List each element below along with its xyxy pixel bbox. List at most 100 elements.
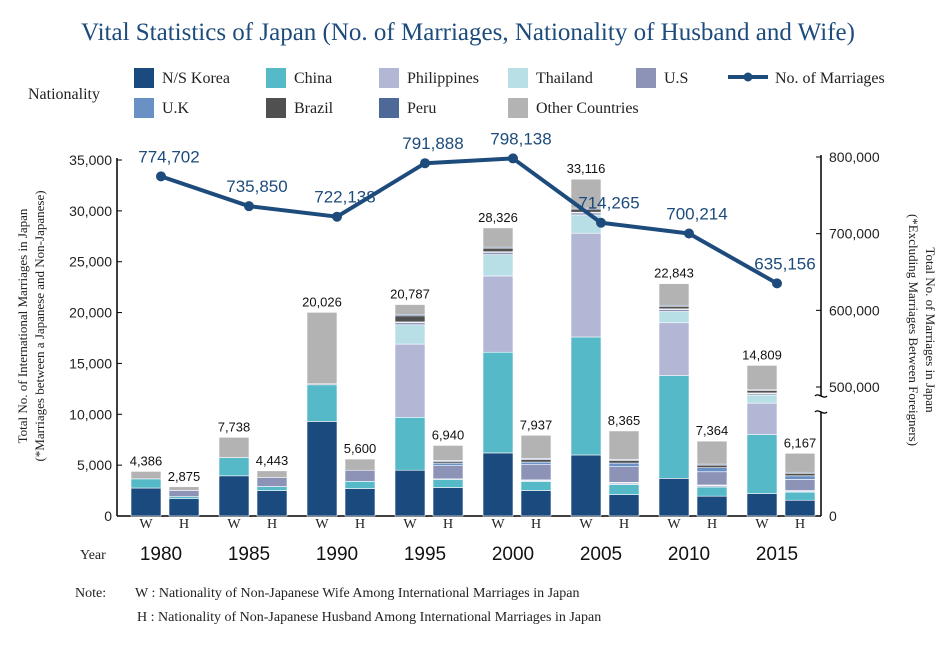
bar-w-1985-other	[218, 436, 250, 458]
legend-swatch-korea	[134, 68, 154, 88]
right-tick-label: 800,000	[829, 149, 880, 165]
right-tick-label: 500,000	[829, 379, 880, 395]
bar-w-2000-other	[482, 227, 514, 248]
bar-h-2010-brazil	[696, 464, 728, 468]
bar-h-1995-korea	[432, 487, 464, 517]
legend-label-philippines: Philippines	[407, 70, 479, 87]
group-label-h: H	[267, 517, 277, 532]
year-label: 2015	[756, 544, 798, 565]
bar-h-2005-korea	[608, 494, 640, 517]
group-label-w: W	[227, 517, 241, 532]
group-label-h: H	[707, 517, 717, 532]
group-label-h: H	[179, 517, 189, 532]
bar-w-1995-thailand	[394, 324, 426, 345]
bar-w-2015-philippines	[746, 402, 778, 435]
marriages-label: 735,850	[226, 177, 287, 196]
bar-w-1980-korea	[130, 487, 162, 517]
bar-w-1995-china	[394, 417, 426, 471]
group-label-w: W	[667, 517, 681, 532]
legend-swatch-china	[266, 68, 286, 88]
chart-title: Vital Statistics of Japan (No. of Marria…	[81, 19, 855, 46]
bar-h-2000-korea	[520, 490, 552, 517]
year-label: 2010	[668, 544, 710, 565]
bar-h-1980-us	[168, 490, 200, 497]
bar-w-1985-korea	[218, 475, 250, 517]
marriages-label: 722,138	[314, 188, 375, 207]
legend-swatch-philippines	[379, 68, 399, 88]
bar-h-1990-other	[344, 458, 376, 471]
bar-h-2010-other	[696, 440, 728, 465]
bar-total-label: 7,937	[520, 417, 553, 432]
bar-w-2010-other	[658, 283, 690, 306]
bar-w-2000-thailand	[482, 254, 514, 277]
bar-h-1985-korea	[256, 490, 288, 517]
bar-w-1995-us	[394, 322, 426, 326]
group-label-w: W	[315, 517, 329, 532]
bar-h-1980-china	[168, 496, 200, 500]
bar-h-2005-uk	[608, 462, 640, 467]
left-tick-label: 35,000	[69, 152, 112, 168]
bar-h-2010-uk	[696, 467, 728, 473]
marriages-label: 774,702	[138, 147, 199, 166]
bar-w-2000-us	[482, 252, 514, 255]
year-label: 1990	[316, 544, 358, 565]
bar-h-2015-other	[784, 452, 816, 473]
year-label: 2005	[580, 544, 622, 565]
right-tick-label: 700,000	[829, 226, 880, 242]
left-tick-label: 20,000	[69, 305, 112, 321]
note-label: Note:	[75, 586, 106, 601]
bar-h-2000-uk	[520, 461, 552, 465]
legend-swatch-us	[636, 68, 656, 88]
right-tick-label: 600,000	[829, 302, 880, 318]
bar-h-2010-korea	[696, 495, 728, 517]
bar-h-2015-us	[784, 479, 816, 491]
bar-h-2000-china	[520, 481, 552, 491]
bar-h-1995-other	[432, 445, 464, 461]
bar-total-label: 33,116	[567, 161, 606, 176]
bar-w-1995-korea	[394, 469, 426, 517]
legend-label-brazil: Brazil	[294, 100, 334, 117]
bar-w-2010-us	[658, 309, 690, 312]
bar-w-2010-china	[658, 375, 690, 479]
marriages-point	[684, 228, 694, 239]
bar-w-2000-brazil	[482, 247, 514, 253]
marriages-point	[420, 158, 430, 169]
bar-w-2005-korea	[570, 454, 602, 517]
legend-label-korea: N/S Korea	[162, 70, 230, 87]
marriages-point	[332, 211, 342, 222]
bar-total-label: 6,940	[432, 427, 465, 442]
bar-h-2015-uk	[784, 475, 816, 480]
marriages-label: 791,888	[402, 134, 463, 153]
bar-h-1990-us	[344, 469, 376, 482]
right-axis-title: Total No. of Marriages in Japan	[923, 247, 938, 413]
year-label: 1980	[140, 544, 182, 565]
bar-h-1980-other	[168, 486, 200, 491]
legend-title: Nationality	[28, 86, 100, 103]
bar-total-label: 7,738	[218, 419, 251, 434]
bar-w-2015-china	[746, 434, 778, 494]
right-tick-label: 0	[829, 508, 837, 524]
bars: 4,386 W 2,875 H 1980 7,738 W 4,443 H 1985 20,026 W 5…	[130, 161, 817, 565]
bar-w-1980-other	[130, 471, 162, 480]
group-label-h: H	[355, 517, 365, 532]
group-label-w: W	[755, 517, 769, 532]
marriages-point	[772, 278, 782, 289]
legend-label-uk: U.K	[162, 100, 190, 117]
group-label-w: W	[491, 517, 505, 532]
group-label-h: H	[619, 517, 629, 532]
bar-total-label: 6,167	[784, 435, 817, 450]
bar-w-1985-china	[218, 457, 250, 477]
marriages-point	[244, 201, 254, 212]
bar-h-1990-korea	[344, 488, 376, 517]
bar-h-2005-other	[608, 430, 640, 460]
marriages-line: 774,702 735,850 722,138 791,888 798,138 714,2…	[138, 129, 816, 289]
bar-h-1990-china	[344, 481, 376, 489]
group-label-h: H	[531, 517, 541, 532]
bar-total-label: 20,787	[390, 287, 430, 302]
group-label-h: H	[795, 517, 805, 532]
bar-w-1980-china	[130, 478, 162, 489]
year-label: 1995	[404, 544, 446, 565]
left-tick-label: 10,000	[69, 406, 112, 422]
bar-w-1995-other	[394, 304, 426, 315]
bar-h-1980-korea	[168, 498, 200, 517]
